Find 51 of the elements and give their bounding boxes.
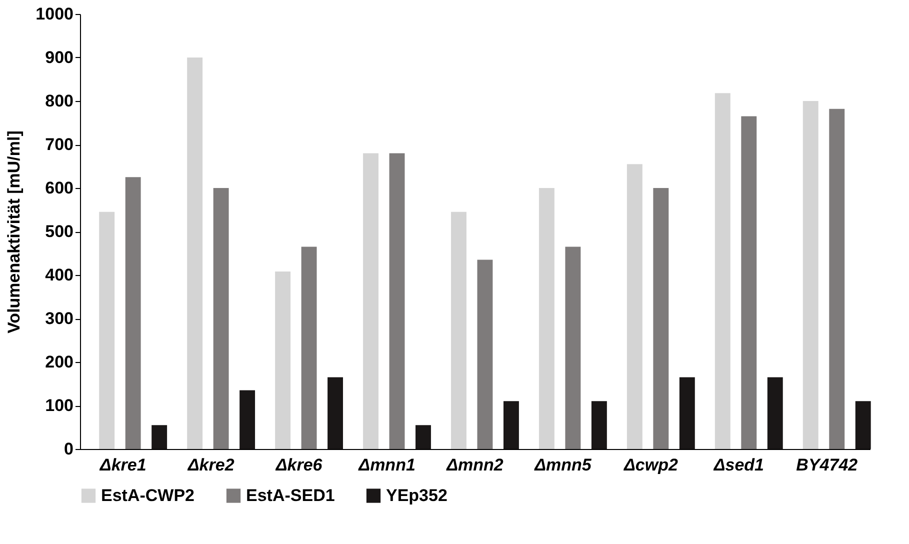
bar: [503, 401, 519, 449]
y-tick-label: 200: [45, 352, 74, 372]
bar: [328, 377, 343, 449]
y-tick-label: 300: [45, 309, 74, 328]
x-tick-label: Δkre2: [186, 456, 235, 474]
legend-label: EstA-SED1: [246, 486, 335, 505]
bar: [538, 188, 554, 449]
x-tick-label: Δcwp2: [622, 456, 678, 474]
bar: [855, 401, 871, 449]
x-tick-label: Δmnn2: [446, 456, 504, 474]
bar: [275, 272, 291, 449]
bar: [802, 101, 818, 449]
bar: [679, 377, 695, 449]
x-tick-label: Δkre1: [98, 456, 146, 474]
bar: [591, 401, 607, 449]
x-tick-label: Δkre6: [274, 456, 323, 474]
bar: [125, 177, 141, 449]
bar: [240, 390, 256, 449]
bar: [363, 153, 378, 449]
bar: [653, 188, 669, 449]
bar: [829, 108, 845, 449]
y-tick-label: 700: [45, 135, 74, 154]
bar: [416, 425, 431, 449]
bar: [565, 246, 581, 449]
bar: [767, 377, 783, 449]
y-tick-label: 900: [45, 48, 74, 67]
bar: [187, 58, 203, 449]
bar: [714, 93, 730, 449]
y-tick-label: 800: [45, 92, 74, 110]
legend-label: YEp352: [386, 486, 448, 505]
y-tick-label: 0: [64, 440, 74, 458]
x-tick-label: Δmnn5: [534, 456, 592, 474]
bar: [626, 164, 642, 449]
x-tick-label: Δmnn1: [358, 456, 416, 474]
x-tick-label: BY4742: [796, 456, 858, 474]
bar: [451, 212, 466, 449]
y-axis-title: Volumenaktivität [mU/ml]: [4, 130, 24, 334]
bar: [477, 260, 493, 449]
y-tick-label: 600: [45, 178, 74, 198]
bar: [99, 212, 115, 449]
y-tick-label: 400: [45, 266, 74, 284]
bar: [741, 116, 757, 449]
bar: [389, 153, 405, 449]
bar: [301, 246, 317, 449]
y-tick-label: 1000: [36, 4, 74, 24]
bar: [213, 188, 229, 449]
y-tick-label: 100: [45, 396, 74, 415]
legend-label: EstA-CWP2: [101, 486, 195, 505]
y-tick-label: 500: [45, 222, 74, 241]
x-tick-label: Δsed1: [712, 456, 764, 474]
bar: [152, 425, 168, 449]
